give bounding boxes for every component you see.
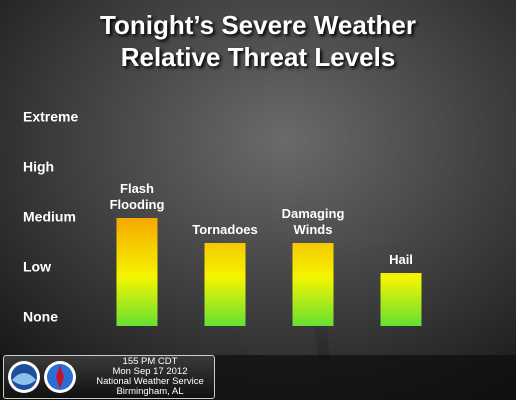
bar [292,243,334,326]
y-tick-label: Extreme [23,109,78,125]
nws-mark [56,365,64,389]
bar [380,273,422,326]
y-tick-label: Medium [23,209,76,225]
footer-line: Birmingham, AL [116,386,184,397]
category-label: Damaging Winds [281,206,345,237]
logos [8,361,76,393]
y-tick-label: None [23,309,58,325]
y-tick-label: Low [23,259,51,275]
y-tick-label: High [23,159,54,175]
footer-line: Mon Sep 17 2012 [112,366,188,377]
footer-line: 155 PM CDT [122,356,178,367]
title-line: Relative Threat Levels [120,42,396,72]
title-line: Tonight’s Severe Weather [100,10,416,40]
category-label: Flash Flooding [109,181,165,212]
bar [204,243,246,326]
footer-line: National Weather Service [96,376,204,387]
bar [116,218,158,326]
category-label: Hail [389,252,413,267]
noaa-bird [12,373,36,385]
category-label: Tornadoes [192,222,258,237]
footer-box: 155 PM CDT Mon Sep 17 2012 National Weat… [3,355,215,399]
